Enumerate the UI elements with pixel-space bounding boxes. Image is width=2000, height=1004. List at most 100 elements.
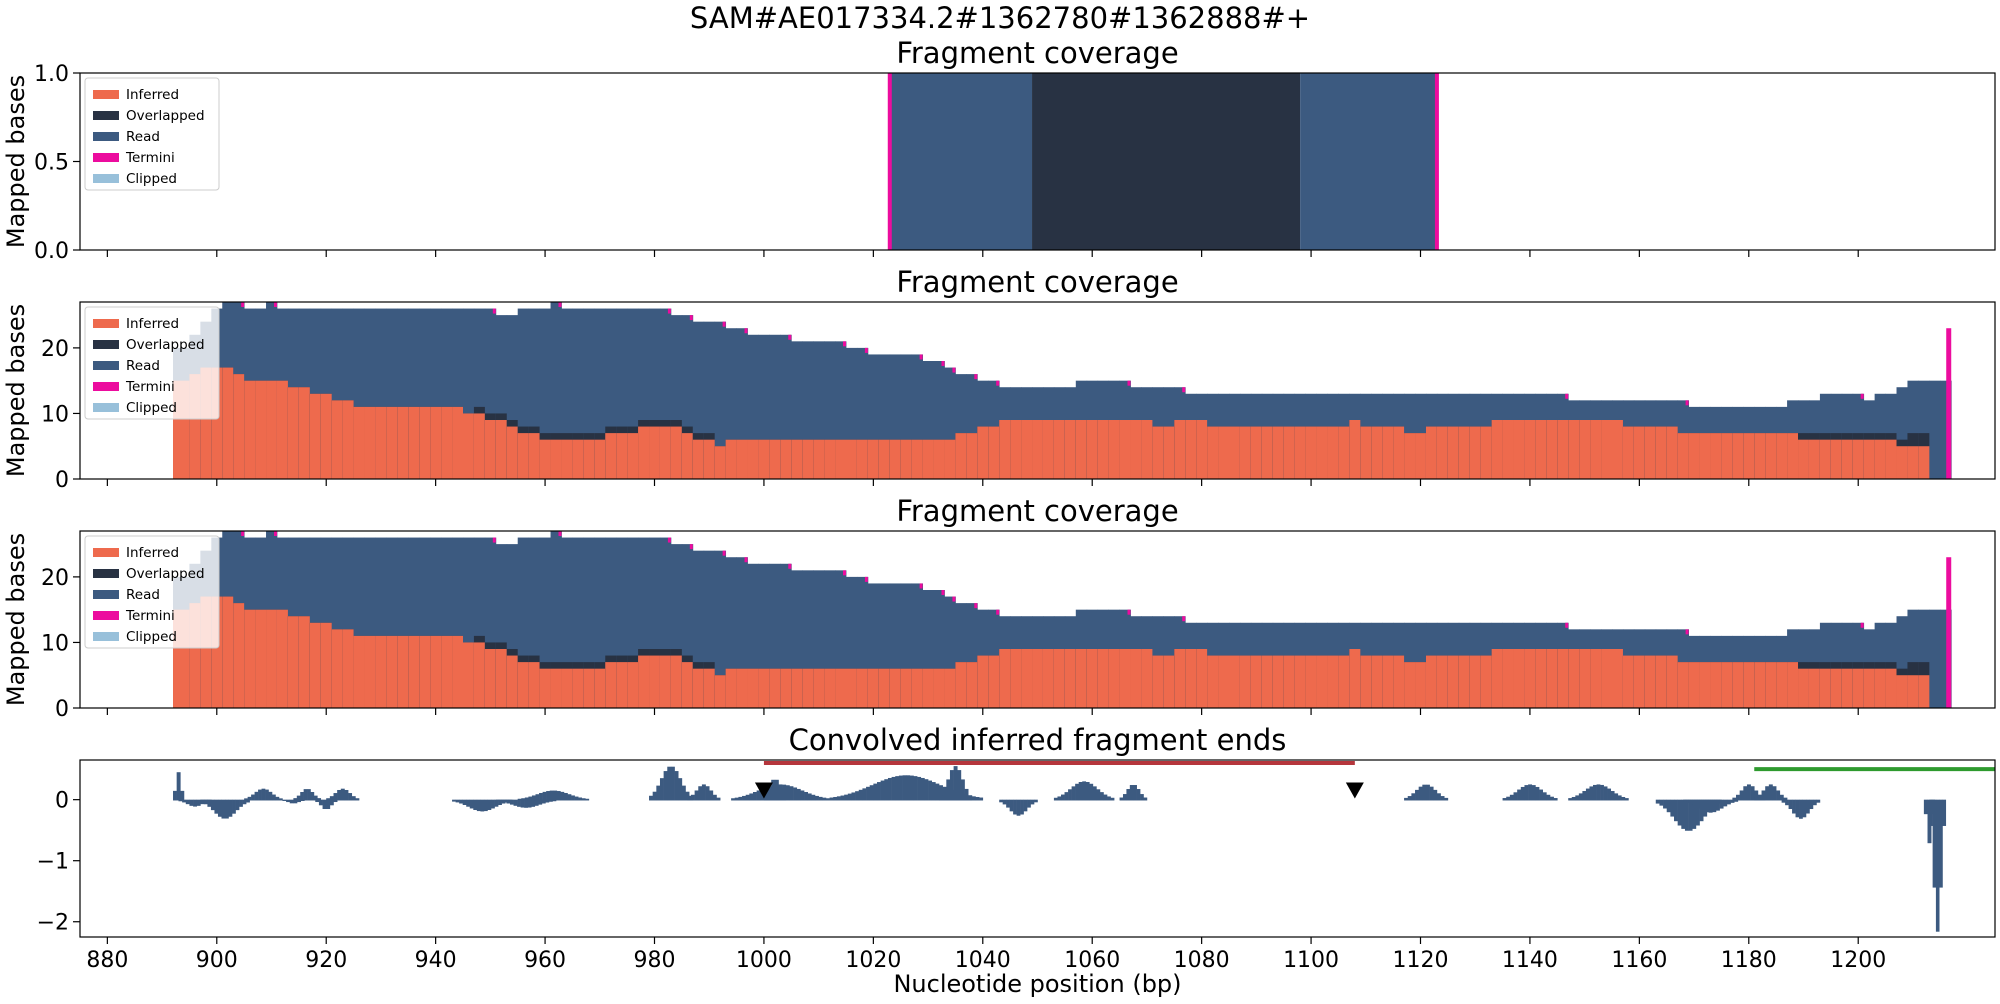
inferred-bar (1261, 426, 1274, 479)
convolved-bar (297, 799, 301, 803)
convolved-bar (1103, 794, 1108, 801)
read-bar (670, 544, 683, 708)
termini-mark (1182, 387, 1186, 393)
convolved-bar (217, 799, 222, 817)
convolved-bar (1085, 781, 1090, 801)
convolved-bar (214, 799, 219, 814)
convolved-bar (694, 790, 699, 801)
convolved-bar (534, 799, 539, 806)
read-bar (638, 537, 650, 708)
read-bar (1918, 380, 1930, 479)
convolved-bar (185, 799, 190, 805)
read-bar (561, 537, 573, 708)
y-tick-label: 20 (41, 337, 69, 362)
convolved-bar (949, 770, 954, 801)
convolved-bar (877, 782, 881, 801)
convolved-bar (935, 783, 940, 801)
inferred-bar (1863, 439, 1876, 479)
convolved-bar (322, 799, 327, 809)
inferred-bar (747, 668, 759, 708)
read-bar (397, 537, 409, 708)
legend-label-clipped: Clipped (126, 400, 177, 416)
inferred-bar (1601, 649, 1613, 708)
convolved-bar (1772, 786, 1777, 801)
inferred-bar (364, 406, 376, 479)
read-bar (1929, 380, 1941, 479)
convolved-bar (495, 799, 500, 802)
convolved-bar (1621, 796, 1626, 801)
convolved-bar (1528, 784, 1533, 801)
inferred-bar (1885, 668, 1897, 708)
inferred-bar (1272, 655, 1285, 708)
convolved-bar (1610, 791, 1615, 801)
convolved-bar (307, 789, 311, 801)
inferred-bar (1261, 655, 1274, 708)
convolved-bar (1140, 794, 1144, 801)
x-tick-label: 1200 (1830, 948, 1886, 973)
convolved-bar (265, 789, 269, 801)
convolved-bar (1436, 793, 1441, 801)
inferred-bar (944, 439, 956, 479)
inferred-bar (1633, 655, 1646, 708)
inferred-bar (1360, 426, 1372, 479)
convolved-bar (235, 799, 240, 811)
convolved-bar (1575, 795, 1580, 801)
read-bar (670, 315, 683, 479)
convolved-bar (581, 798, 586, 801)
inferred-bar (1305, 426, 1317, 479)
panel-4: Convolved inferred fragment ends 0 −1 −2 880… (37, 723, 1996, 998)
termini-bar (1946, 557, 1952, 708)
read-bar (517, 308, 530, 479)
termini-mark (1127, 609, 1131, 615)
inferred-bar (725, 668, 737, 708)
plot-frame (79, 759, 1996, 938)
legend: Inferred Overlapped Read Termini Clipped (84, 535, 220, 649)
legend-label-clipped: Clipped (126, 629, 177, 645)
convolved-bar (1089, 783, 1094, 801)
inferred-bar (1732, 433, 1744, 479)
convolved-bar (1694, 799, 1699, 807)
inferred-bar (856, 439, 869, 479)
legend-label-clipped: Clipped (126, 171, 177, 187)
convolved-bar (1110, 797, 1115, 801)
convolved-bar (539, 792, 543, 801)
panel-title: Convolved inferred fragment ends (789, 723, 1287, 757)
convolved-bar (254, 791, 259, 801)
inferred-bar (1458, 426, 1471, 479)
read-bar (944, 596, 956, 708)
read-bar (539, 308, 551, 479)
inferred-bar (1710, 662, 1722, 708)
convolved-bar (1816, 799, 1821, 803)
convolved-bar (1761, 790, 1766, 801)
inferred-bar (1436, 426, 1449, 479)
inferred-bar (1819, 439, 1832, 479)
inferred-bar (1863, 668, 1876, 708)
convolved-bar (1422, 784, 1427, 801)
inferred-bar (1732, 662, 1744, 708)
termini-mark (1685, 629, 1689, 635)
inferred-bar (791, 439, 803, 479)
legend-swatch-clipped (93, 174, 119, 183)
inferred-bar (1349, 649, 1361, 708)
inferred-bar (1874, 439, 1886, 479)
convolved-bar (752, 792, 757, 801)
y-tick-label: 0.5 (34, 151, 69, 176)
x-tick-label: 980 (634, 948, 676, 973)
convolved-bar (785, 785, 790, 801)
convolved-bar (763, 796, 768, 801)
read-bar (539, 537, 551, 708)
inferred-bar (1218, 655, 1230, 708)
inferred-bar (473, 413, 486, 479)
inferred-bar (1622, 655, 1635, 708)
convolved-bar (1783, 797, 1788, 801)
inferred-bar (1896, 675, 1908, 708)
read-bar (550, 302, 562, 479)
convolved-bar (906, 775, 911, 801)
termini-mark (241, 531, 245, 536)
termini-mark (864, 576, 868, 582)
inferred-bar (1743, 433, 1755, 479)
inferred-bar (999, 649, 1011, 708)
read-bar (703, 550, 716, 708)
inferred-bar (1229, 655, 1241, 708)
termini-mark (843, 570, 846, 576)
